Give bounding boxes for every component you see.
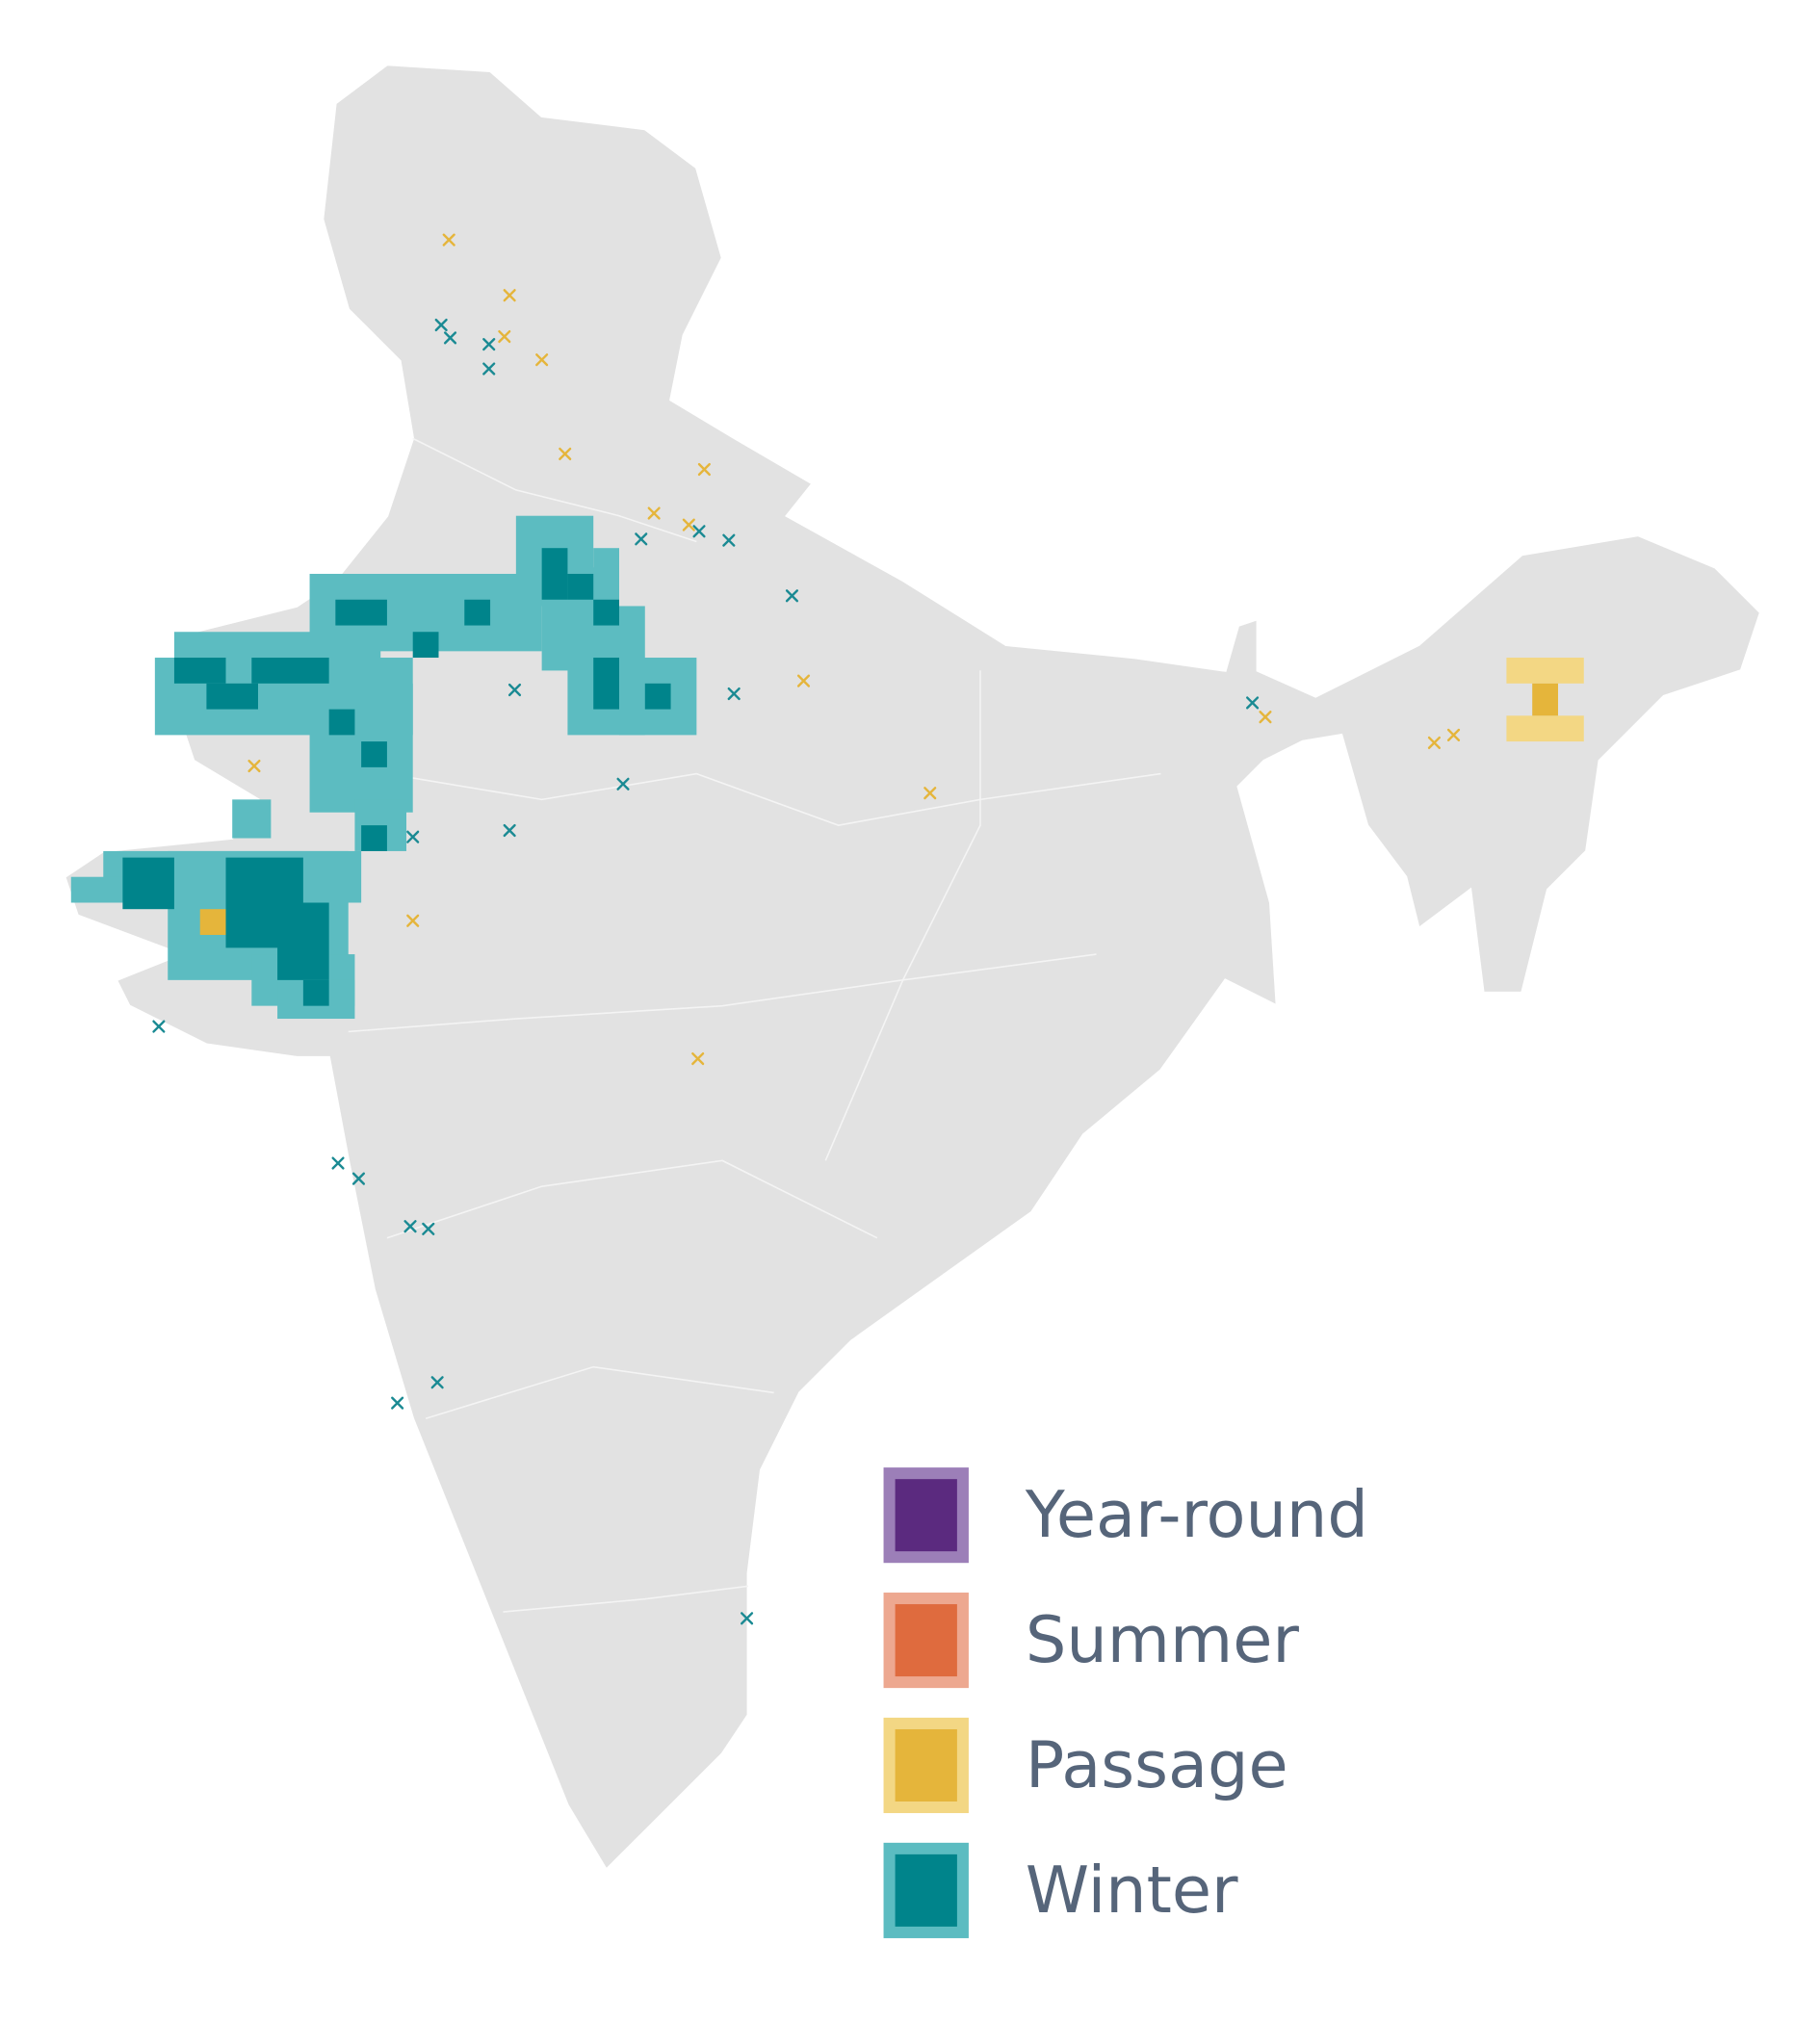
legend-swatch bbox=[895, 1604, 957, 1677]
legend-swatch bbox=[895, 1728, 957, 1802]
legend-label: Summer bbox=[1026, 1602, 1300, 1677]
winter-range-dark bbox=[122, 548, 671, 1006]
country-outline bbox=[63, 63, 1762, 1873]
legend-label: Passage bbox=[1026, 1727, 1288, 1802]
legend-swatch bbox=[895, 1854, 957, 1927]
legend-swatch bbox=[895, 1479, 957, 1552]
passage-range bbox=[199, 658, 1584, 935]
legend: Year-round Summer Passage Winter bbox=[883, 1467, 1368, 1938]
legend-label: Year-round bbox=[1025, 1477, 1368, 1552]
legend-label: Winter bbox=[1026, 1853, 1238, 1928]
state-borders bbox=[348, 437, 1161, 1613]
